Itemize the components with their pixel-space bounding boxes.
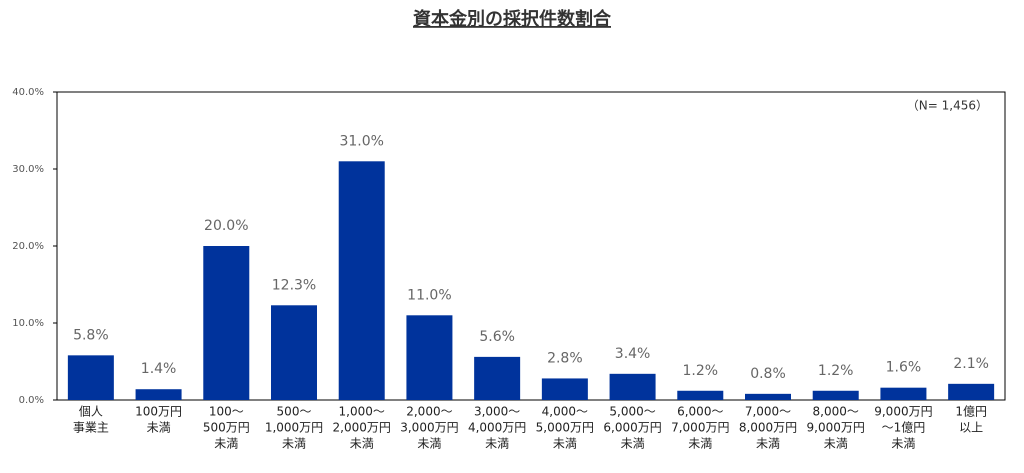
annotation: （N= 1,456） xyxy=(907,99,988,113)
chart-title: 資本金別の採択件数割合 xyxy=(413,8,612,30)
x-tick-label: 1,000～ xyxy=(339,405,385,419)
x-tick-label: 6,000～ xyxy=(677,405,723,419)
x-tick-label: 3,000万円 xyxy=(400,421,458,435)
x-tick-label: 9,000万円 xyxy=(874,405,932,419)
value-label: 2.1% xyxy=(953,356,989,372)
y-tick-label: 20.0% xyxy=(12,241,44,252)
x-tick-label: 1,000万円 xyxy=(265,421,323,435)
y-tick-label: 10.0% xyxy=(12,318,44,329)
x-tick-label: 未満 xyxy=(214,437,238,451)
x-tick-label: 500万円 xyxy=(203,421,250,435)
x-tick-label: 2,000万円 xyxy=(333,421,391,435)
value-label: 31.0% xyxy=(339,133,383,149)
value-label: 20.0% xyxy=(204,218,248,234)
bar xyxy=(474,356,521,400)
x-tick-label: ～1億円 xyxy=(882,421,926,435)
value-label: 3.4% xyxy=(615,346,651,362)
x-tick-label: 未満 xyxy=(756,437,780,451)
value-label: 0.8% xyxy=(750,366,786,382)
x-tick-label: 以上 xyxy=(959,421,983,435)
x-tick-label: 未満 xyxy=(485,437,509,451)
x-tick-label: 7,000万円 xyxy=(671,421,729,435)
value-label: 1.6% xyxy=(886,360,922,376)
x-tick-label: 7,000～ xyxy=(745,405,791,419)
x-tick-label: 未満 xyxy=(282,437,306,451)
bar xyxy=(203,246,250,400)
x-tick-label: 4,000万円 xyxy=(468,421,526,435)
x-tick-label: 500～ xyxy=(277,405,312,419)
plot-frame xyxy=(56,91,1006,401)
value-label: 12.3% xyxy=(272,277,316,293)
x-tick-label: 未満 xyxy=(350,437,374,451)
value-label: 5.8% xyxy=(73,327,109,343)
y-tick-label: 40.0% xyxy=(12,87,44,98)
bar xyxy=(541,378,588,400)
bar xyxy=(406,315,453,400)
bar xyxy=(338,161,385,400)
bar xyxy=(812,390,859,400)
x-tick-label: 未満 xyxy=(417,437,441,451)
value-label: 1.4% xyxy=(141,361,177,377)
x-tick-label: 3,000～ xyxy=(474,405,520,419)
x-tick-label: 未満 xyxy=(147,421,171,435)
x-tick-label: 1億円 xyxy=(955,405,987,419)
x-tick-label: 個人 xyxy=(79,405,103,419)
x-tick-label: 8,000万円 xyxy=(739,421,797,435)
bar xyxy=(135,389,182,400)
value-label: 11.0% xyxy=(407,287,451,303)
value-label: 5.6% xyxy=(479,329,515,345)
bar xyxy=(677,390,724,400)
x-tick-label: 未満 xyxy=(621,437,645,451)
x-tick-label: 6,000万円 xyxy=(603,421,661,435)
x-tick-label: 未満 xyxy=(824,437,848,451)
x-tick-label: 5,000～ xyxy=(609,405,655,419)
x-tick-label: 未満 xyxy=(688,437,712,451)
x-tick-label: 8,000～ xyxy=(813,405,859,419)
bar xyxy=(271,305,317,400)
bar xyxy=(745,393,791,400)
x-tick-label: 9,000万円 xyxy=(807,421,865,435)
value-label: 1.2% xyxy=(682,363,718,379)
y-tick-label: 0.0% xyxy=(19,395,44,406)
y-tick-label: 30.0% xyxy=(12,164,44,175)
x-tick-label: 未満 xyxy=(553,437,577,451)
value-label: 1.2% xyxy=(818,363,854,379)
x-tick-label: 100万円 xyxy=(135,405,182,419)
bar xyxy=(948,383,995,400)
bar xyxy=(609,373,656,400)
x-tick-label: 2,000～ xyxy=(406,405,452,419)
bar xyxy=(67,355,114,400)
x-tick-label: 4,000～ xyxy=(542,405,588,419)
x-tick-label: 100～ xyxy=(209,405,244,419)
x-tick-label: 未満 xyxy=(891,437,915,451)
x-tick-label: 事業主 xyxy=(73,421,109,435)
x-tick-label: 5,000万円 xyxy=(536,421,594,435)
bar xyxy=(880,387,927,400)
value-label: 2.8% xyxy=(547,350,583,366)
